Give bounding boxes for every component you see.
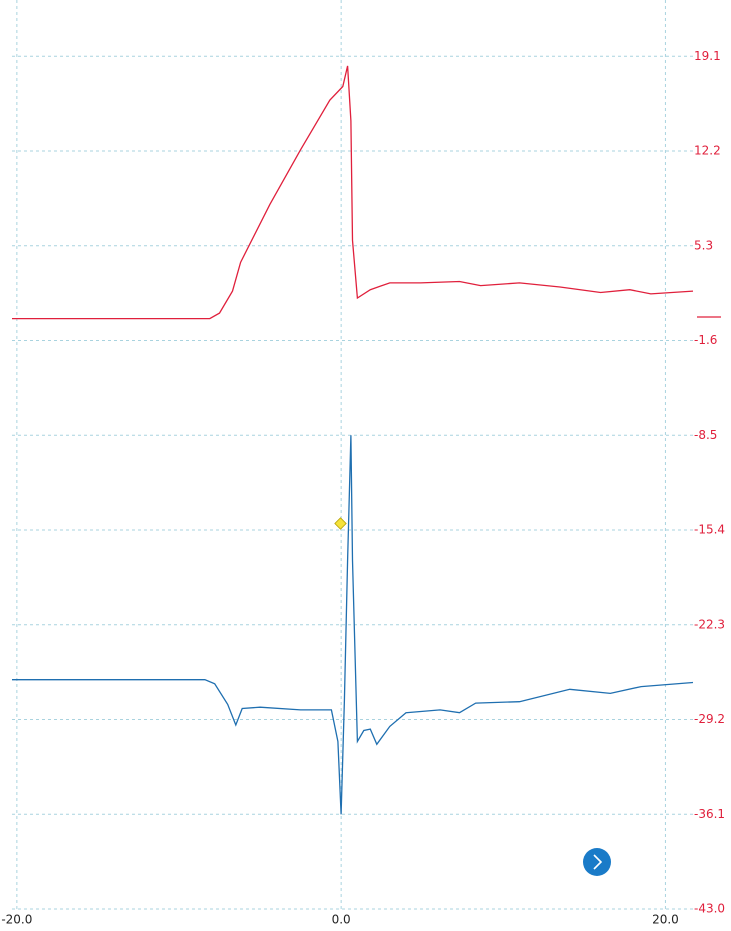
y-tick-label: -1.6 xyxy=(694,333,717,347)
y-tick-label: -29.2 xyxy=(694,712,725,726)
y-tick-label: -15.4 xyxy=(694,523,725,537)
y-tick-label: -22.3 xyxy=(694,617,725,631)
y-tick-label: -8.5 xyxy=(694,428,717,442)
y-tick-label: -43.0 xyxy=(694,902,725,916)
next-button[interactable] xyxy=(583,848,611,876)
series-line xyxy=(12,65,694,320)
y-tick-label: 12.2 xyxy=(694,144,721,158)
series-line xyxy=(12,435,694,815)
x-tick-label: 0.0 xyxy=(332,913,351,927)
y-tick-label: 19.1 xyxy=(694,49,721,63)
x-tick-label: -20.0 xyxy=(1,913,32,927)
y-tick-label: -36.1 xyxy=(694,807,725,821)
cursor-marker xyxy=(334,517,347,530)
x-tick-label: 20.0 xyxy=(652,913,679,927)
y-tick-label: 5.3 xyxy=(694,238,713,252)
